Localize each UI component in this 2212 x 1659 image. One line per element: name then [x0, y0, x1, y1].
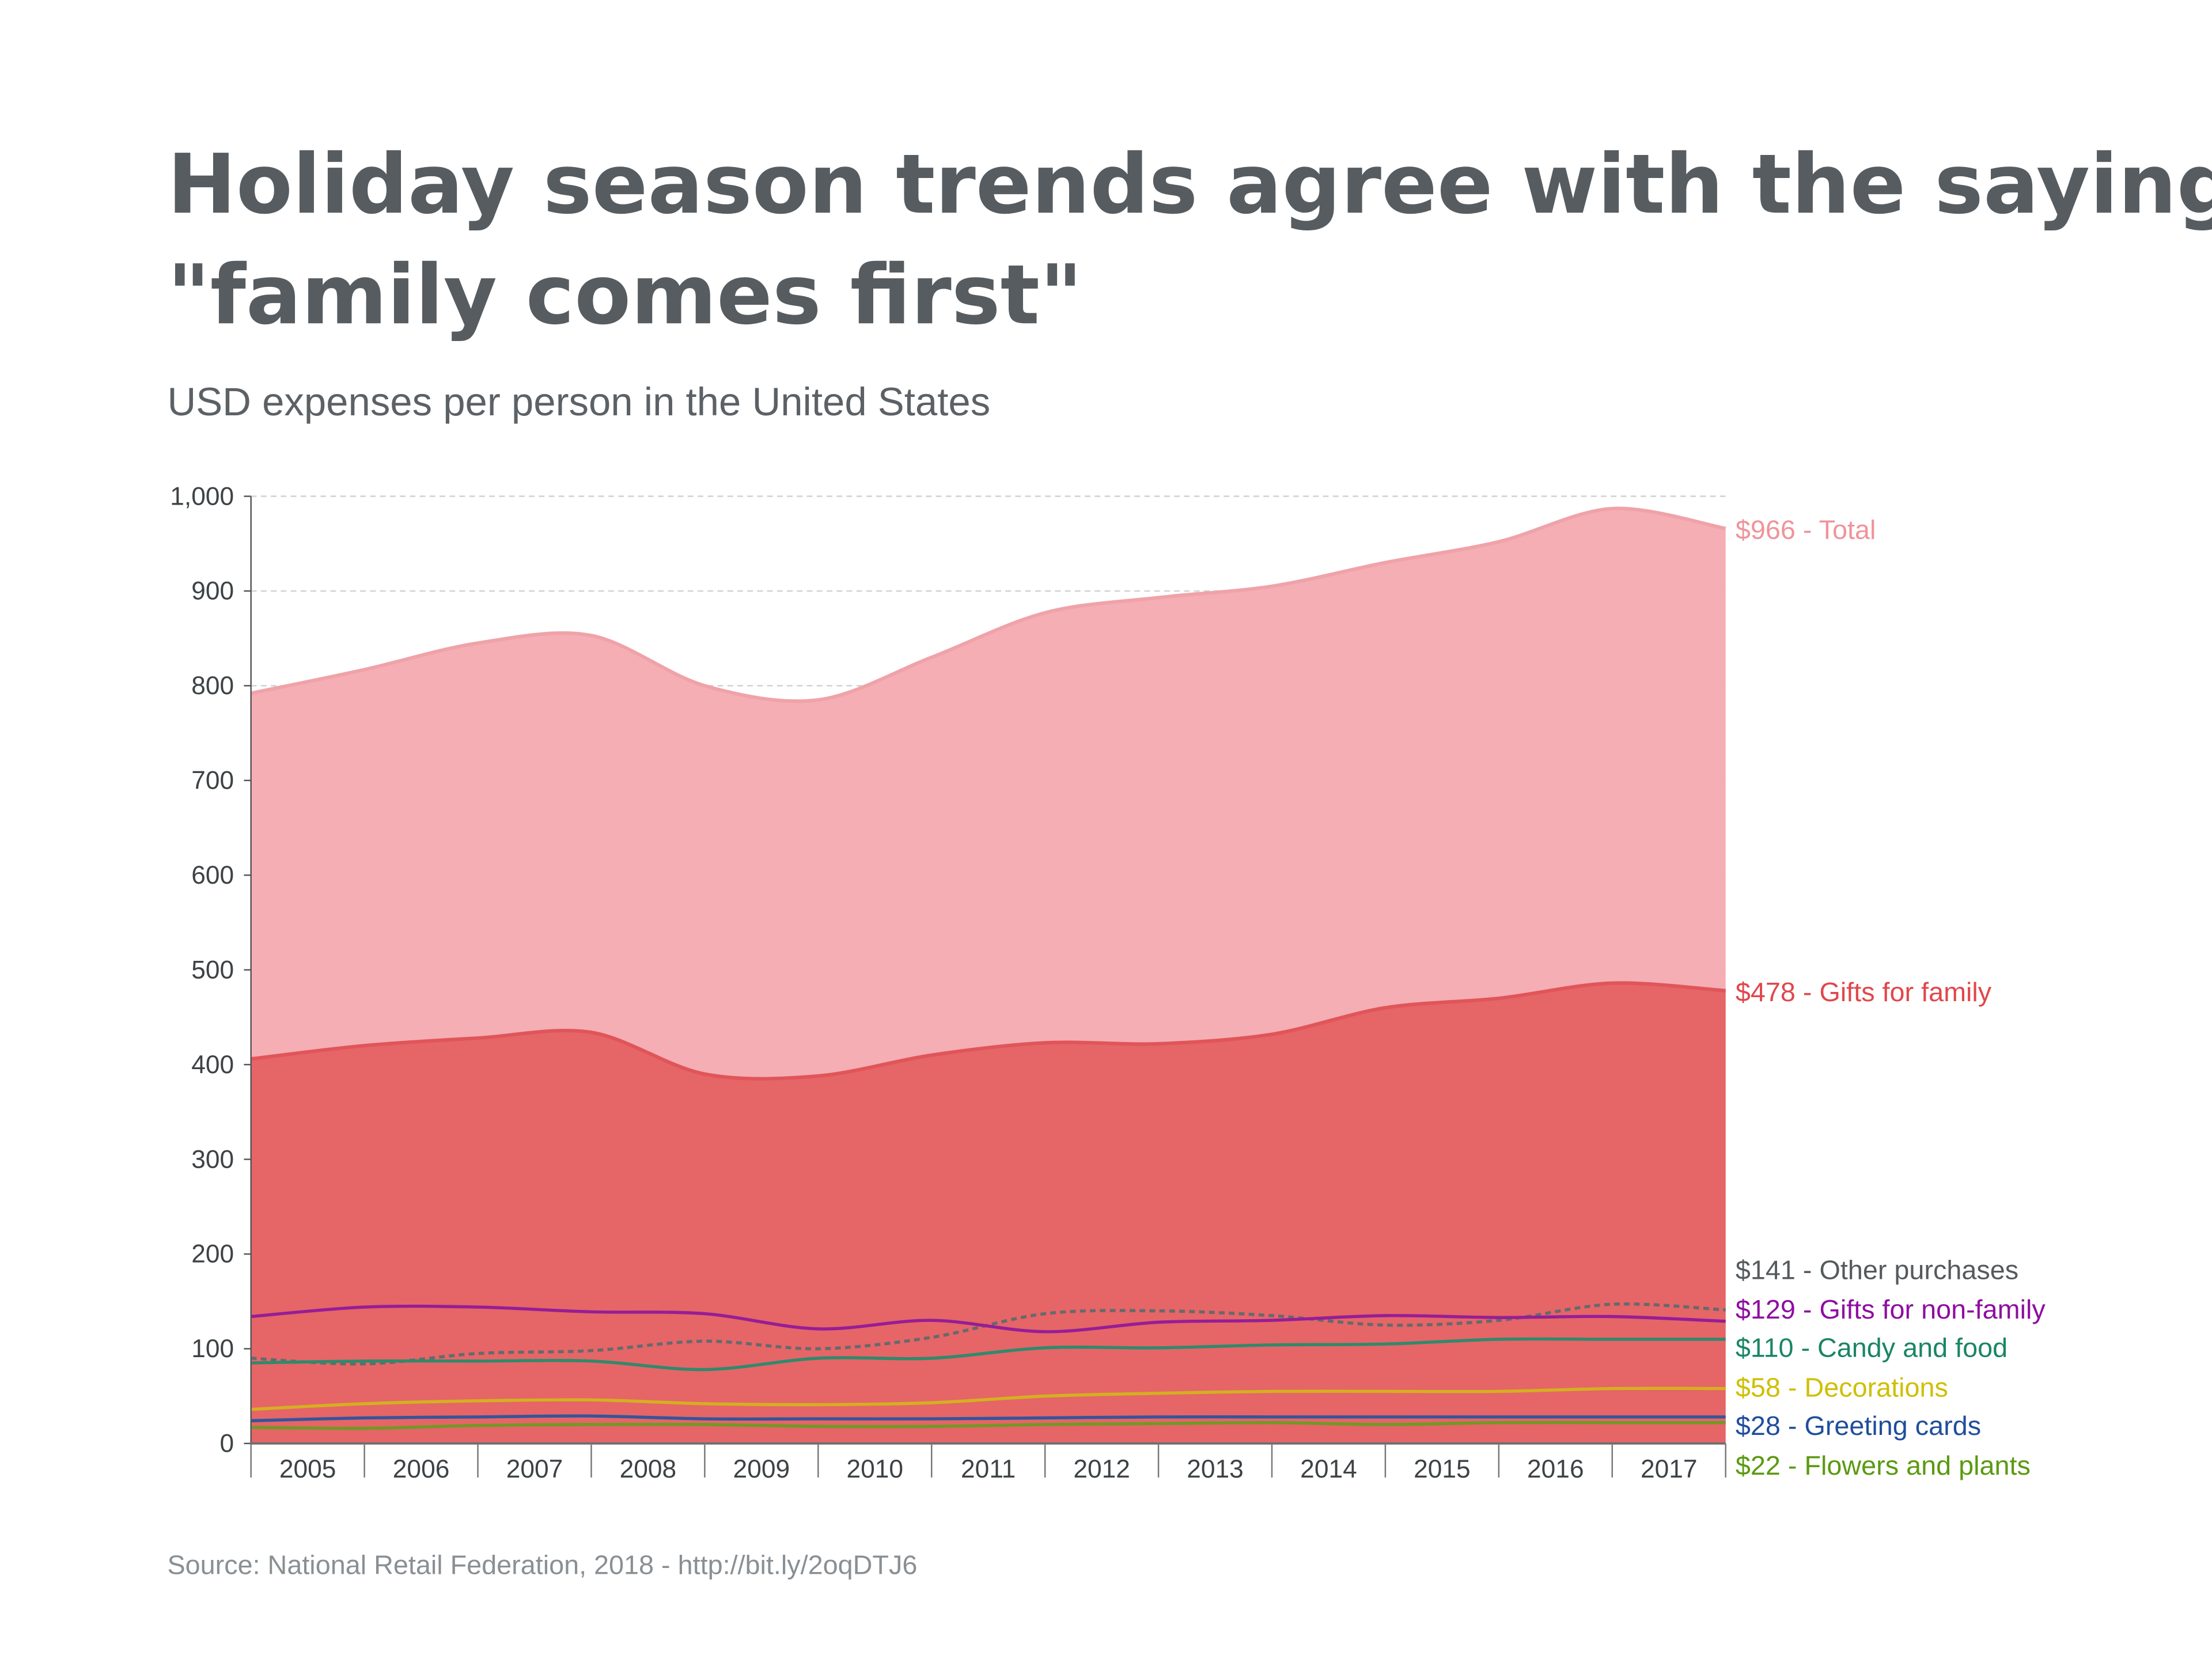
series-label: $966 - Total	[1736, 514, 1876, 544]
x-tick-label: 2011	[961, 1455, 1016, 1483]
x-tick-label: 2008	[620, 1455, 677, 1483]
area-gifts-for-family	[251, 983, 1726, 1444]
y-tick-label: 300	[191, 1145, 234, 1173]
x-tick-label: 2012	[1073, 1455, 1130, 1483]
area-edge	[251, 981, 1726, 1081]
line-series	[251, 1302, 1726, 1430]
x-tick-label: 2015	[1414, 1455, 1471, 1483]
y-tick-label: 200	[191, 1240, 234, 1268]
axes: 0 100 200 300 400 500 600 700 800 900 1,000 2005 200…	[170, 482, 1726, 1483]
series-label: $110 - Candy and food	[1736, 1333, 2008, 1363]
x-tick-label: 2007	[506, 1455, 563, 1483]
y-tick-label: 900	[191, 577, 234, 605]
line-candy-and-food	[251, 1337, 1726, 1372]
x-tick-label: 2010	[846, 1455, 903, 1483]
area-series	[251, 506, 1726, 1444]
series-label: $22 - Flowers and plants	[1736, 1450, 2031, 1480]
chart-subtitle: USD expenses per person in the United St…	[167, 380, 990, 424]
y-tick-label: 400	[191, 1051, 234, 1079]
y-tick-label: 1,000	[170, 482, 234, 510]
y-tick-label: 700	[191, 767, 234, 795]
y-tick-label: 800	[191, 672, 234, 700]
series-labels: $966 - Total $478 - Gifts for family $141 …	[1736, 514, 2046, 1480]
x-tick-label: 2014	[1300, 1455, 1357, 1483]
series-label: $141 - Other purchases	[1736, 1255, 2018, 1285]
y-tick-label: 600	[191, 861, 234, 889]
line-gifts-for-non-family	[251, 1304, 1726, 1334]
x-tick-label: 2013	[1187, 1455, 1244, 1483]
y-tick-label: 100	[191, 1335, 234, 1363]
series-label: $478 - Gifts for family	[1736, 977, 1992, 1007]
series-label: $58 - Decorations	[1736, 1373, 1948, 1403]
source-note: Source: National Retail Federation, 2018…	[167, 1550, 917, 1580]
line-flowers-and-plants	[251, 1421, 1726, 1430]
series-label: $129 - Gifts for non-family	[1736, 1294, 2046, 1324]
y-tick-label: 0	[220, 1430, 234, 1458]
x-tick-label: 2006	[393, 1455, 450, 1483]
line-greeting-cards	[251, 1414, 1726, 1423]
line-other-purchases	[251, 1302, 1726, 1366]
x-tick-label: 2016	[1527, 1455, 1584, 1483]
chart-title-line-2: "family comes first"	[167, 247, 1082, 343]
x-tick-label: 2005	[279, 1455, 336, 1483]
line-decorations	[251, 1387, 1726, 1411]
x-tick-label: 2017	[1641, 1455, 1698, 1483]
x-tick-label: 2009	[733, 1455, 790, 1483]
area-edge	[251, 506, 1726, 703]
chart-title-line-1: Holiday season trends agree with the say…	[167, 136, 2212, 232]
y-tick-label: 500	[191, 956, 234, 984]
series-label: $28 - Greeting cards	[1736, 1411, 1981, 1441]
